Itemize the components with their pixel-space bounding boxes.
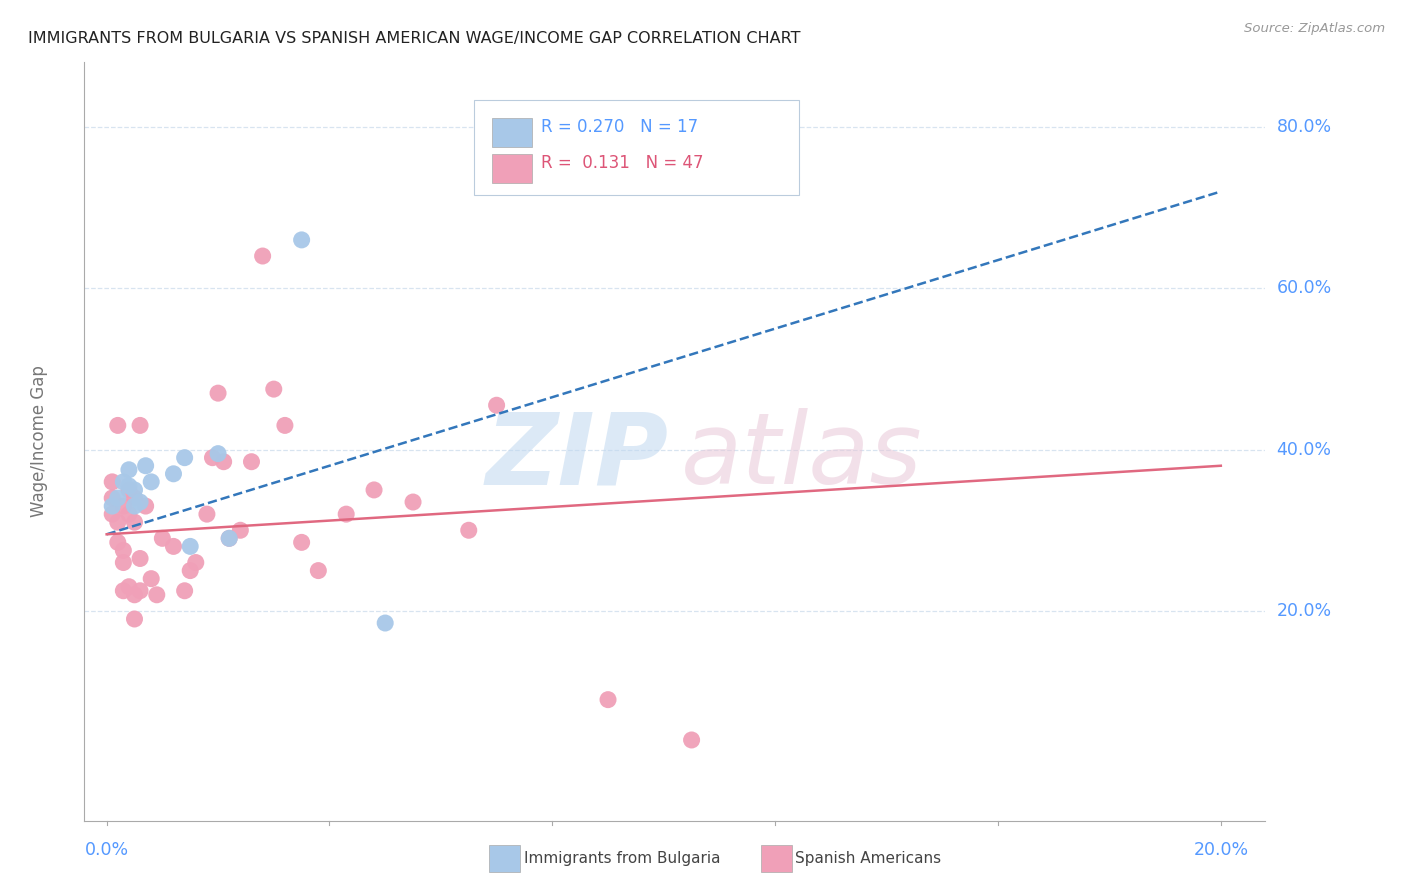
Point (124, 491, 146, 505)
Point (291, 233, 314, 247)
FancyBboxPatch shape (489, 845, 520, 872)
FancyBboxPatch shape (492, 118, 531, 146)
Point (485, 398, 508, 412)
Point (150, 532, 173, 546)
Text: 20.0%: 20.0% (1277, 602, 1331, 620)
Point (207, 447, 229, 461)
Point (112, 475, 135, 489)
Point (291, 535, 314, 549)
Point (141, 572, 163, 586)
Point (457, 523, 479, 537)
Text: 0.0%: 0.0% (84, 841, 129, 859)
FancyBboxPatch shape (761, 845, 792, 872)
Point (207, 386, 229, 401)
Point (184, 556, 207, 570)
Point (335, 507, 357, 521)
Point (173, 450, 195, 465)
Point (141, 475, 163, 489)
Text: 20.0%: 20.0% (1194, 841, 1249, 859)
Point (124, 499, 146, 513)
Point (124, 483, 146, 497)
Point (218, 532, 240, 546)
Point (274, 418, 297, 433)
Point (162, 467, 184, 481)
Point (118, 479, 141, 493)
Point (107, 515, 129, 529)
Point (402, 495, 425, 509)
Point (363, 483, 385, 497)
Point (162, 540, 184, 554)
Text: 40.0%: 40.0% (1277, 441, 1331, 458)
Point (124, 588, 146, 602)
Point (112, 499, 135, 513)
Point (195, 507, 218, 521)
Point (129, 583, 152, 598)
Point (374, 615, 396, 630)
Text: atlas: atlas (681, 409, 922, 505)
Point (240, 455, 263, 469)
Point (596, 692, 619, 706)
Point (179, 564, 201, 578)
Point (101, 475, 124, 489)
Point (118, 580, 141, 594)
Point (681, 733, 703, 747)
Point (124, 515, 146, 529)
Text: Immigrants from Bulgaria: Immigrants from Bulgaria (523, 851, 720, 866)
Text: Wage/Income Gap: Wage/Income Gap (31, 366, 48, 517)
Point (107, 418, 129, 433)
Point (118, 483, 141, 497)
Point (135, 458, 157, 473)
Text: ZIP: ZIP (486, 409, 669, 505)
Point (252, 249, 274, 263)
Point (124, 612, 146, 626)
Text: 60.0%: 60.0% (1277, 279, 1331, 297)
Text: Source: ZipAtlas.com: Source: ZipAtlas.com (1244, 22, 1385, 36)
Text: R = 0.270   N = 17: R = 0.270 N = 17 (541, 118, 699, 136)
Point (135, 499, 157, 513)
Text: Spanish Americans: Spanish Americans (796, 851, 942, 866)
Point (112, 556, 135, 570)
Point (218, 532, 240, 546)
Point (263, 382, 285, 396)
Point (179, 540, 201, 554)
Point (146, 588, 169, 602)
Text: R =  0.131   N = 47: R = 0.131 N = 47 (541, 154, 704, 172)
Point (101, 499, 124, 513)
Text: 80.0%: 80.0% (1277, 118, 1331, 136)
Point (229, 523, 252, 537)
FancyBboxPatch shape (492, 154, 531, 183)
Point (129, 418, 152, 433)
Point (129, 495, 152, 509)
Point (129, 551, 152, 566)
Point (201, 450, 224, 465)
Point (118, 507, 141, 521)
FancyBboxPatch shape (474, 101, 799, 195)
Point (107, 491, 129, 505)
Point (107, 535, 129, 549)
Point (101, 491, 124, 505)
Point (112, 583, 135, 598)
Point (307, 564, 329, 578)
Point (118, 463, 141, 477)
Point (112, 543, 135, 558)
Point (101, 507, 124, 521)
Point (173, 583, 195, 598)
Text: IMMIGRANTS FROM BULGARIA VS SPANISH AMERICAN WAGE/INCOME GAP CORRELATION CHART: IMMIGRANTS FROM BULGARIA VS SPANISH AMER… (28, 31, 800, 46)
Point (212, 455, 235, 469)
